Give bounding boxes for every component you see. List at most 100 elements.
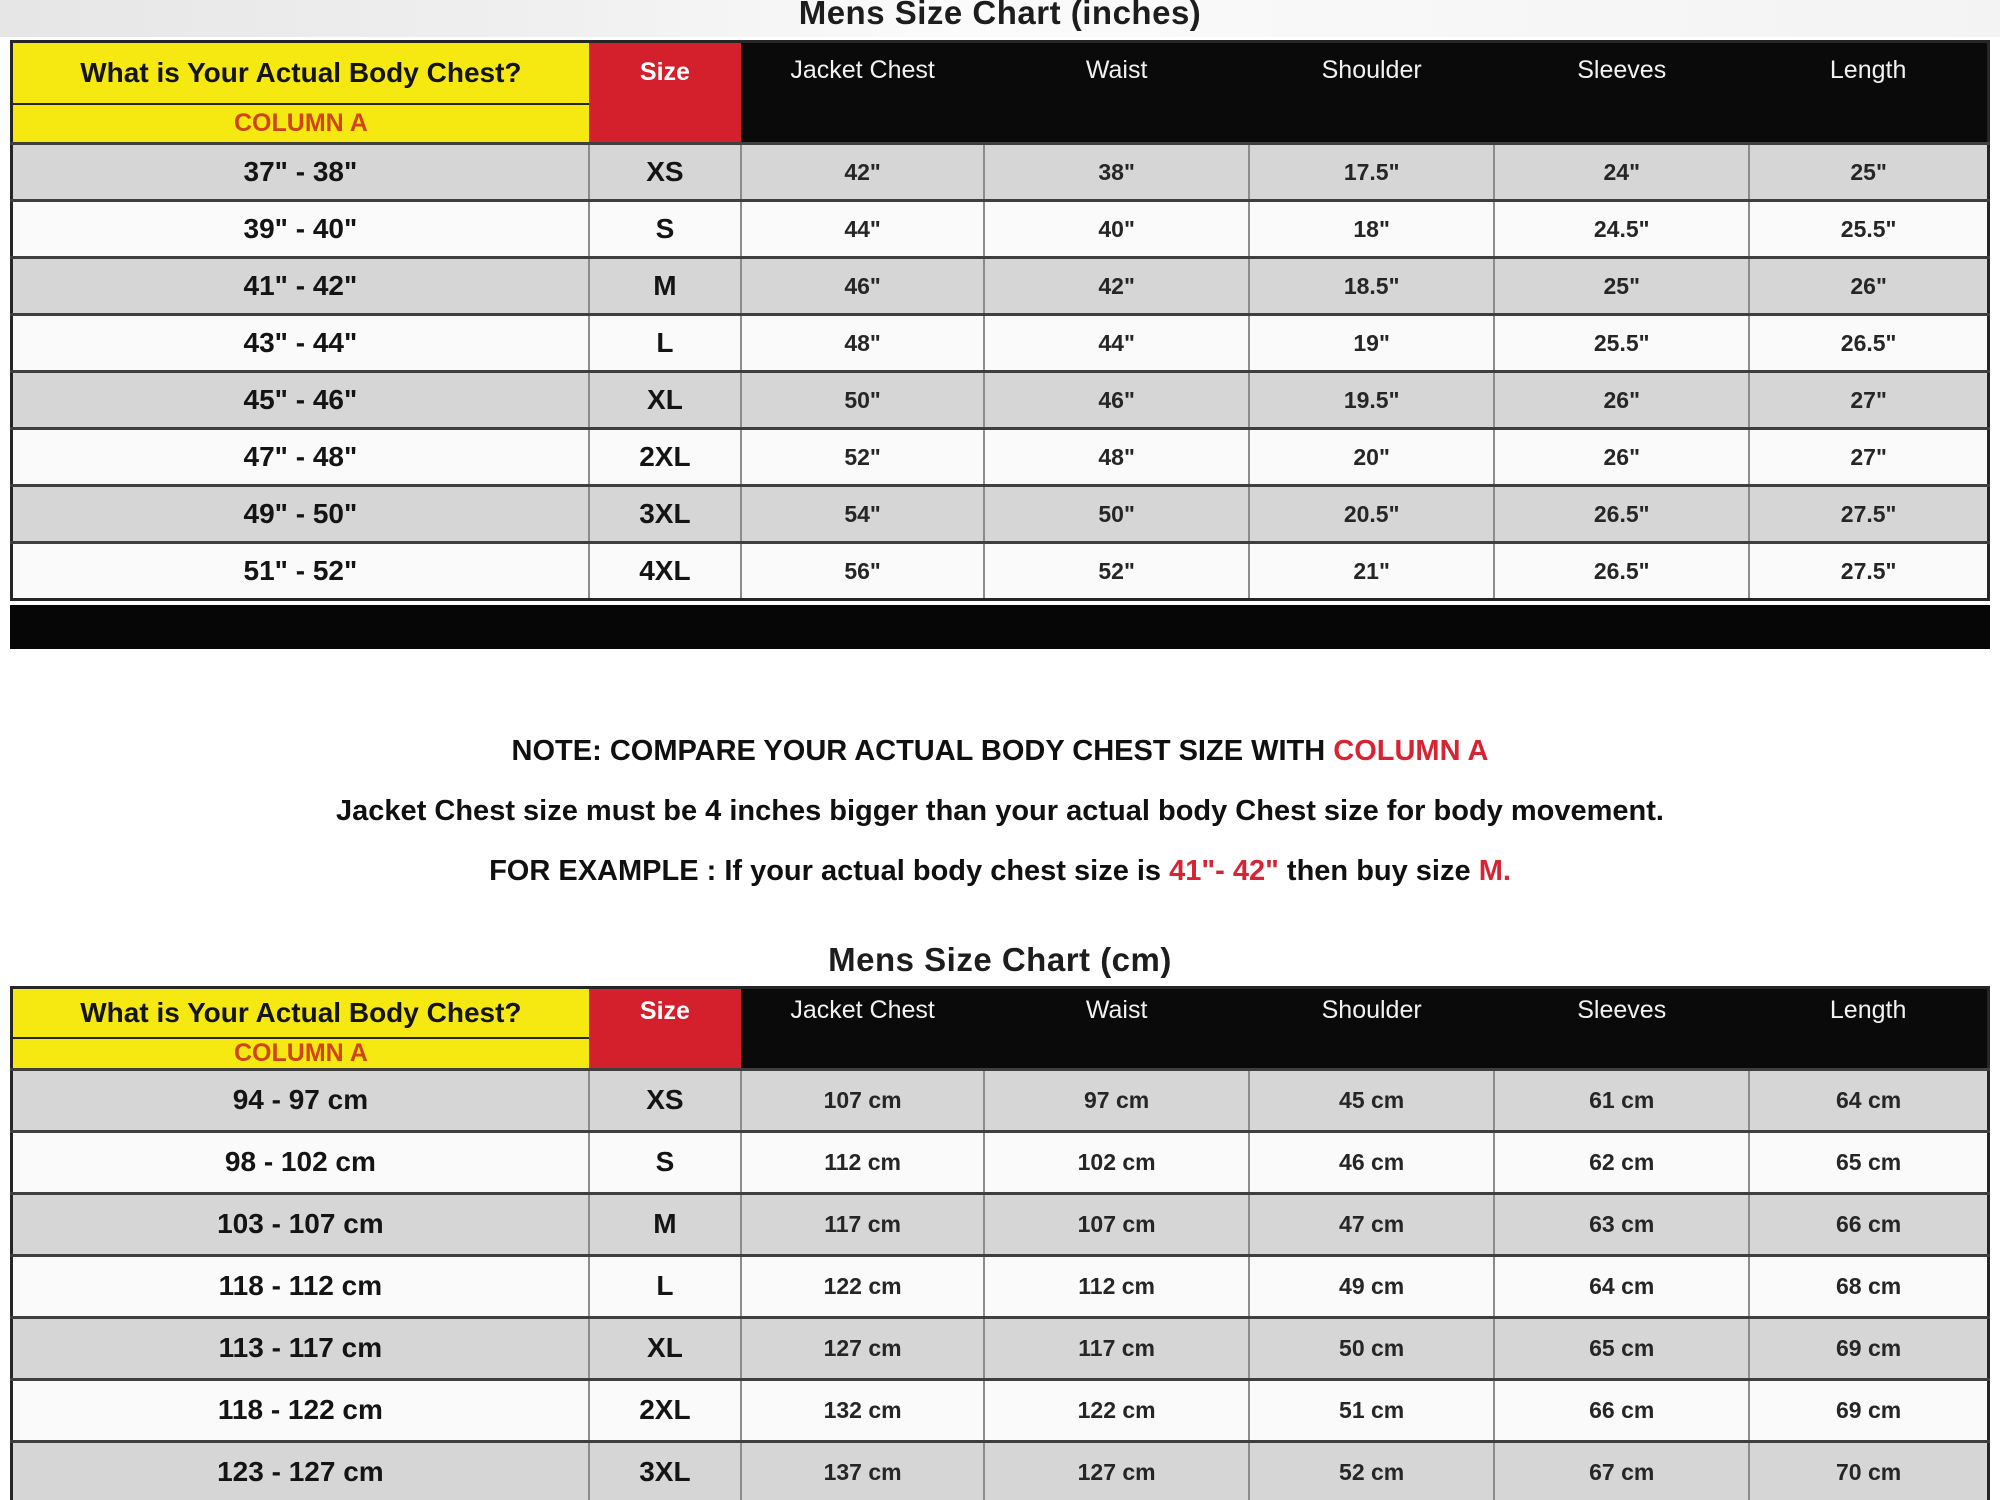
measurement-cell: 64 cm	[1748, 1067, 1989, 1131]
measurement-cell: 117 cm	[740, 1191, 985, 1255]
inches-size-table: What is Your Actual Body Chest? Size Jacke…	[10, 40, 1990, 601]
measurement-cell: 66 cm	[1493, 1377, 1750, 1441]
size-cell: S	[587, 199, 742, 258]
measurement-cell: 52"	[983, 541, 1250, 600]
inches-chart-title: Mens Size Chart (inches)	[798, 0, 1202, 31]
measurement-cell: 20.5"	[1248, 484, 1495, 543]
size-cell: 3XL	[587, 1439, 742, 1500]
measurement-cell: 50 cm	[1248, 1315, 1495, 1379]
size-cell: M	[587, 256, 742, 315]
measurement-cell: 26.5"	[1493, 541, 1750, 600]
measurement-cell: 26"	[1493, 427, 1750, 486]
size-row-3xl: 123 - 127 cm 3XL 137 cm 127 cm 52 cm 67 cm 70 …	[11, 1439, 1989, 1500]
chest-range-cell: 45" - 46"	[11, 370, 589, 429]
measurement-cell: 69 cm	[1748, 1315, 1989, 1379]
measurement-cell: 52"	[740, 427, 985, 486]
measurement-cell: 27"	[1748, 370, 1989, 429]
chest-range-cell: 51" - 52"	[11, 541, 589, 600]
top-band	[0, 0, 2000, 37]
measurement-cell: 18.5"	[1248, 256, 1495, 315]
measurement-cell: 67 cm	[1493, 1439, 1750, 1500]
measurement-cell: 56"	[740, 541, 985, 600]
measurement-cell: 40"	[983, 199, 1250, 258]
measurement-cell: 70 cm	[1748, 1439, 1989, 1500]
measurement-column-header: Jacket Chest	[741, 41, 985, 144]
measurement-cell: 102 cm	[983, 1129, 1250, 1193]
measurement-cell: 44"	[983, 313, 1250, 372]
measurement-cell: 18"	[1248, 199, 1495, 258]
size-cell: XL	[587, 1315, 742, 1379]
measurement-cell: 48"	[983, 427, 1250, 486]
measurement-cell: 24"	[1493, 142, 1750, 201]
measurement-column-header: Length	[1749, 987, 1989, 1069]
chest-range-cell: 37" - 38"	[11, 142, 589, 201]
measurement-cell: 26"	[1493, 370, 1750, 429]
measurement-cell: 127 cm	[983, 1439, 1250, 1500]
note-line-1: NOTE: COMPARE YOUR ACTUAL BODY CHEST SIZ…	[0, 721, 2000, 781]
measurement-cell: 25.5"	[1493, 313, 1750, 372]
measurement-cell: 54"	[740, 484, 985, 543]
cm-table-header: What is Your Actual Body Chest? Size Jacke…	[11, 987, 1989, 1069]
cm-chart-title: Mens Size Chart (cm)	[828, 941, 1172, 978]
size-row-xl: 45" - 46" XL 50" 46" 19.5" 26" 27"	[11, 370, 1989, 429]
note-line-2: Jacket Chest size must be 4 inches bigge…	[0, 781, 2000, 841]
measurement-cell: 38"	[983, 142, 1250, 201]
size-row-l: 118 - 112 cm L 122 cm 112 cm 49 cm 64 cm 68 cm	[11, 1253, 1989, 1317]
chest-range-cell: 123 - 127 cm	[11, 1439, 589, 1500]
cm-table-body: 94 - 97 cm XS 107 cm 97 cm 45 cm 61 cm 64 cm 98…	[11, 1067, 1989, 1500]
size-cell: M	[587, 1191, 742, 1255]
measurement-cell: 21"	[1248, 541, 1495, 600]
measurement-cell: 24.5"	[1493, 199, 1750, 258]
size-cell: 3XL	[587, 484, 742, 543]
measurement-cell: 137 cm	[740, 1439, 985, 1500]
note-line3-size-highlight: 41"- 42"	[1169, 855, 1279, 887]
measurement-cell: 27"	[1748, 427, 1989, 486]
size-cell: XS	[587, 142, 742, 201]
col-a-header: What is Your Actual Body Chest?	[11, 41, 589, 105]
size-row-s: 98 - 102 cm S 112 cm 102 cm 46 cm 62 cm 65 cm	[11, 1129, 1989, 1193]
size-row-m: 41" - 42" M 46" 42" 18.5" 25" 26"	[11, 256, 1989, 315]
measurement-cell: 97 cm	[983, 1067, 1250, 1131]
measurement-cell: 46"	[740, 256, 985, 315]
measurement-cell: 27.5"	[1748, 484, 1989, 543]
measurement-cell: 107 cm	[983, 1191, 1250, 1255]
measurement-cell: 122 cm	[983, 1377, 1250, 1441]
measurement-cell: 132 cm	[740, 1377, 985, 1441]
chest-range-cell: 103 - 107 cm	[11, 1191, 589, 1255]
size-row-xl: 113 - 117 cm XL 127 cm 117 cm 50 cm 65 cm 69 c…	[11, 1315, 1989, 1379]
measurement-cell: 66 cm	[1748, 1191, 1989, 1255]
measurement-cell: 69 cm	[1748, 1377, 1989, 1441]
measurement-cell: 17.5"	[1248, 142, 1495, 201]
measurement-cell: 112 cm	[983, 1253, 1250, 1317]
measurement-cell: 52 cm	[1248, 1439, 1495, 1500]
size-cell: 2XL	[587, 1377, 742, 1441]
measurement-column-header: Shoulder	[1249, 987, 1495, 1069]
size-row-3xl: 49" - 50" 3XL 54" 50" 20.5" 26.5" 27.5"	[11, 484, 1989, 543]
note-block: NOTE: COMPARE YOUR ACTUAL BODY CHEST SIZ…	[0, 721, 2000, 901]
measurement-cell: 107 cm	[740, 1067, 985, 1131]
cm-size-table: What is Your Actual Body Chest? Size Jacke…	[10, 986, 1990, 1500]
measurement-column-header: Jacket Chest	[741, 987, 985, 1069]
size-row-2xl: 47" - 48" 2XL 52" 48" 20" 26" 27"	[11, 427, 1989, 486]
chest-range-cell: 43" - 44"	[11, 313, 589, 372]
inches-table-header: What is Your Actual Body Chest? Size Jacke…	[11, 41, 1989, 144]
size-row-l: 43" - 44" L 48" 44" 19" 25.5" 26.5"	[11, 313, 1989, 372]
chest-range-cell: 118 - 112 cm	[11, 1253, 589, 1317]
chest-range-cell: 49" - 50"	[11, 484, 589, 543]
measurement-cell: 122 cm	[740, 1253, 985, 1317]
size-cell: 2XL	[587, 427, 742, 486]
measurement-cell: 20"	[1248, 427, 1495, 486]
size-row-m: 103 - 107 cm M 117 cm 107 cm 47 cm 63 cm 66 cm	[11, 1191, 1989, 1255]
measurement-cell: 19"	[1248, 313, 1495, 372]
inches-table-body: 37" - 38" XS 42" 38" 17.5" 24" 25" 39" - 40" S 44…	[11, 142, 1989, 600]
chest-range-cell: 118 - 122 cm	[11, 1377, 589, 1441]
measurement-cell: 26"	[1748, 256, 1989, 315]
measurement-cell: 27.5"	[1748, 541, 1989, 600]
size-cell: 4XL	[587, 541, 742, 600]
size-row-s: 39" - 40" S 44" 40" 18" 24.5" 25.5"	[11, 199, 1989, 258]
chest-range-cell: 47" - 48"	[11, 427, 589, 486]
chest-range-cell: 41" - 42"	[11, 256, 589, 315]
size-cell: L	[587, 313, 742, 372]
col-a-header: What is Your Actual Body Chest?	[11, 987, 589, 1039]
